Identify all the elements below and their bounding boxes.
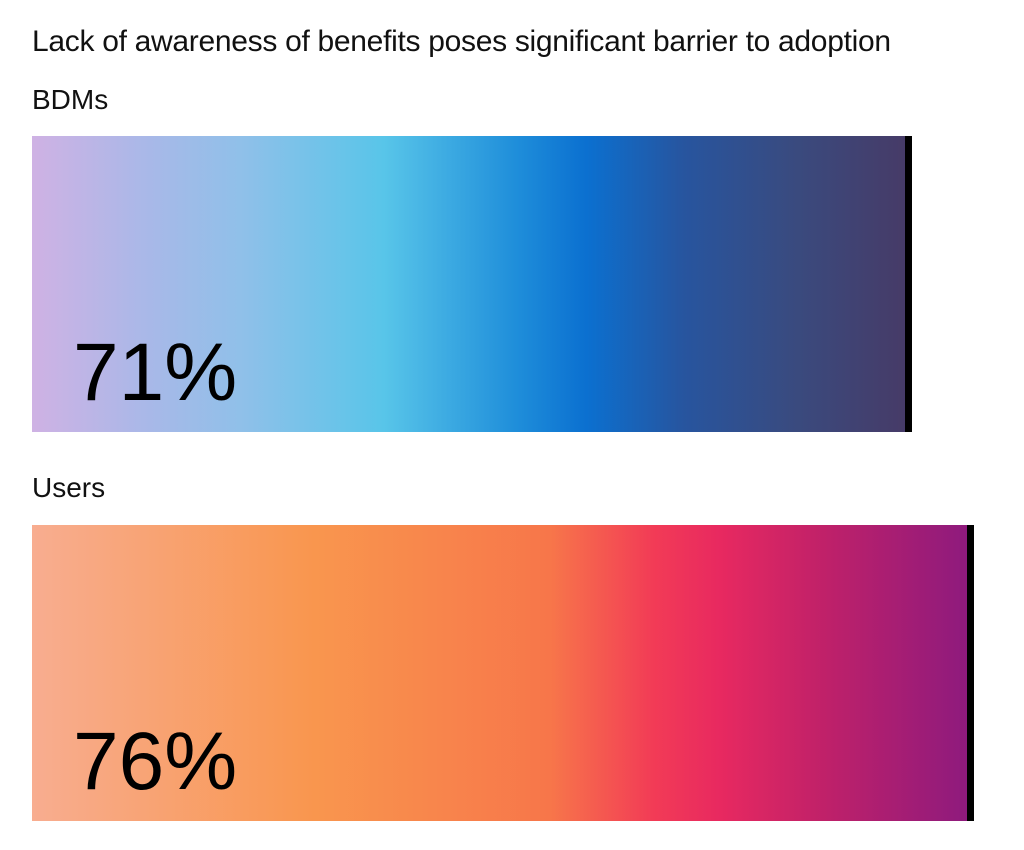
bar-value-bdms: 71% — [73, 327, 238, 419]
bar-group-users: Users 76% — [32, 470, 1024, 821]
bar-end-marker-users — [967, 524, 975, 821]
bar-group-bdms: BDMs 71% — [32, 82, 1024, 433]
bar-bdms: 71% — [32, 136, 913, 433]
bar-label-bdms: BDMs — [32, 84, 109, 115]
bar-value-users: 76% — [73, 715, 238, 807]
bar-users: 76% — [32, 524, 975, 821]
chart-title: Lack of awareness of benefits poses sign… — [32, 25, 891, 58]
bar-label-users: Users — [32, 472, 106, 504]
plot-area: BDMs 71% Users 76% — [32, 82, 1024, 821]
bar-end-marker-bdms — [905, 136, 913, 433]
